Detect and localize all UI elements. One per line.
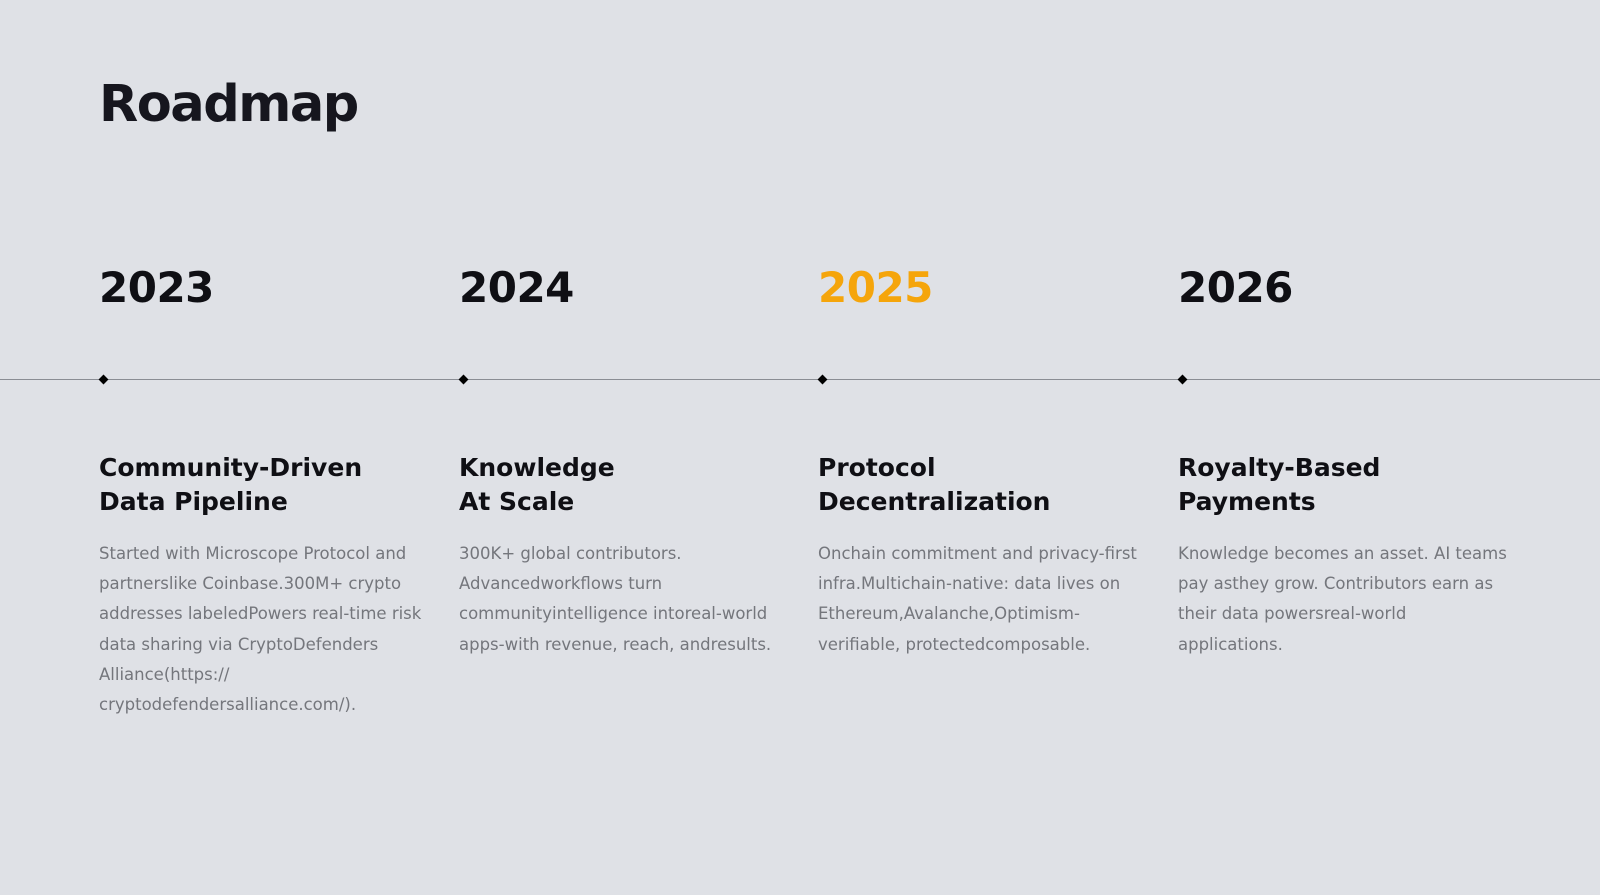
milestone-title-line: Royalty-Based [1178,453,1381,482]
milestone-title-line: Payments [1178,487,1316,516]
timeline-line [0,379,1600,380]
milestone-title-line: Data Pipeline [99,487,288,516]
milestone-description: Knowledge becomes an asset. AI teams pay… [1178,544,1507,654]
milestone-title: Community-Driven Data Pipeline [99,451,439,519]
timeline-marker-icon [98,374,109,385]
milestone-year: 2025 [818,263,933,312]
milestone-description: Onchain commitment and privacy-first inf… [818,544,1137,654]
milestone-title: Royalty-Based Payments [1178,451,1518,519]
milestone-title-line: Knowledge [459,453,615,482]
timeline-marker-icon [817,374,828,385]
milestone-description: Started with Microscope Protocol and par… [99,544,422,715]
milestone-year: 2023 [99,263,214,312]
milestone-title-line: At Scale [459,487,575,516]
milestone-title: Protocol Decentralization [818,451,1158,519]
milestone-year: 2024 [459,263,574,312]
milestone-year: 2026 [1178,263,1293,312]
milestone-title-line: Community-Driven [99,453,363,482]
page-title: Roadmap [99,75,359,134]
timeline-marker-icon [1177,374,1188,385]
milestone-title-line: Protocol [818,453,936,482]
timeline-marker-icon [458,374,469,385]
milestone-title-line: Decentralization [818,487,1051,516]
milestone-title: Knowledge At Scale [459,451,799,519]
milestone-description: 300K+ global contributors. Advancedworkf… [459,544,772,654]
